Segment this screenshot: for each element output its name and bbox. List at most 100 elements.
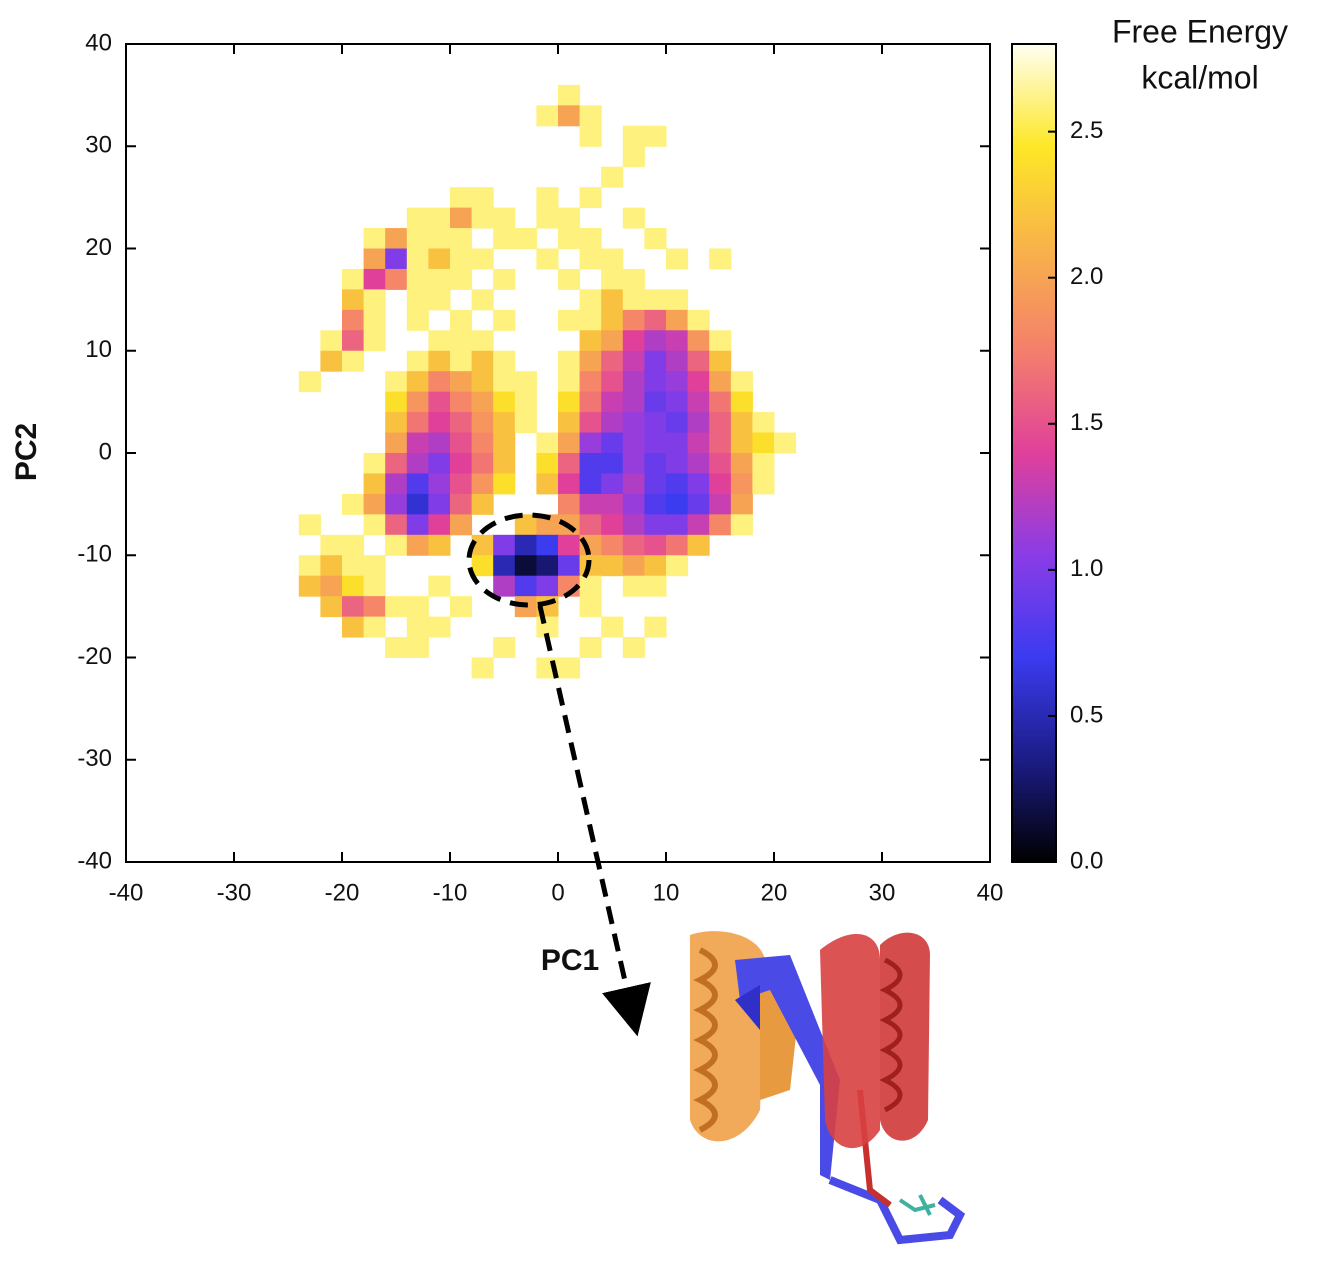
heatmap-cell [579, 309, 602, 331]
heatmap-cell [342, 330, 365, 352]
heatmap-cell [428, 473, 451, 495]
heatmap-cell [644, 432, 667, 454]
heatmap-cell [709, 514, 732, 536]
heatmap-cell [342, 350, 365, 372]
heatmap-cell [622, 146, 645, 168]
heatmap-cell [385, 371, 408, 393]
heatmap-cell [558, 228, 581, 249]
heatmap-cell [320, 575, 343, 597]
heatmap-cell [363, 453, 386, 474]
heatmap-cell [450, 228, 473, 249]
heatmap-cell [666, 289, 689, 311]
heatmap-cell [493, 432, 516, 454]
x-tick-label: 10 [653, 879, 680, 906]
heatmap-cell [363, 268, 386, 290]
heatmap-cell [579, 575, 602, 597]
heatmap-cell [363, 493, 386, 515]
x-axis-label: PC1 [541, 944, 599, 977]
heatmap-cell [493, 412, 516, 434]
heatmap-cell [514, 575, 537, 597]
heatmap-cell [622, 453, 645, 474]
heatmap-cell [342, 575, 365, 597]
heatmap-cell [730, 412, 753, 434]
x-tick-label: 30 [869, 879, 896, 906]
heatmap-cell [644, 493, 667, 515]
heatmap-cell [406, 289, 429, 311]
heatmap-cell [752, 453, 775, 474]
heatmap-cell [558, 453, 581, 474]
heatmap-cell [428, 228, 451, 249]
heatmap-cell [730, 391, 753, 413]
heatmap-cell [644, 534, 667, 556]
heatmap-cell [601, 330, 624, 352]
heatmap-cell [687, 391, 710, 413]
heatmap-cell [428, 268, 451, 290]
heatmap-cell [536, 514, 559, 536]
heatmap-cell [644, 125, 667, 147]
heatmap-cell [601, 432, 624, 454]
heatmap-cell [579, 473, 602, 495]
heatmap-cell [579, 637, 602, 658]
heatmap-cell [558, 105, 581, 127]
heatmap-cell [363, 555, 386, 577]
heatmap-cell [493, 228, 516, 249]
heatmap-cell [558, 268, 581, 290]
heatmap-cell [514, 534, 537, 556]
axes: -40 -30 -20 -10 0 10 20 30 40 -40 -30 -20 -10 0 10 20 30… [77, 29, 1103, 906]
heatmap-cell [622, 514, 645, 536]
heatmap-cell [406, 637, 429, 658]
heatmap-cell [579, 493, 602, 515]
heatmap-cell [320, 350, 343, 372]
heatmap-cell [514, 228, 537, 249]
heatmap-cell [579, 391, 602, 413]
heatmap-cell [320, 330, 343, 352]
heatmap-cell [579, 412, 602, 434]
heatmap-cell [666, 534, 689, 556]
heatmap-cell [406, 207, 429, 229]
heatmap-cell [493, 391, 516, 413]
heatmap-cell [666, 453, 689, 474]
heatmap-cell [428, 248, 451, 270]
heatmap-cell [601, 453, 624, 474]
heatmap-cell [450, 453, 473, 474]
heatmap-cell [666, 432, 689, 454]
heatmap-cell [363, 228, 386, 249]
heatmap-cell [298, 575, 321, 597]
heatmap-cell [450, 187, 473, 209]
heatmap-cell [493, 207, 516, 229]
heatmap-cell [622, 350, 645, 372]
heatmap-cell [644, 616, 667, 638]
heatmap-cell [450, 493, 473, 515]
y-tick-label: 40 [85, 29, 112, 56]
heatmap-cell [666, 473, 689, 495]
heatmap-cell [709, 493, 732, 515]
heatmap-cell [558, 207, 581, 229]
heatmap-cell [601, 350, 624, 372]
heatmap-cell [514, 555, 537, 577]
heatmap-cell [428, 330, 451, 352]
heatmap-cell [342, 493, 365, 515]
heatmap-cell [471, 432, 494, 454]
y-tick-label: 0 [99, 438, 112, 465]
heatmap-cell [666, 412, 689, 434]
heatmap-cell [752, 412, 775, 434]
heatmap-cell [622, 330, 645, 352]
heatmap-cell [342, 309, 365, 331]
heatmap [298, 84, 797, 679]
heatmap-cell [644, 228, 667, 249]
heatmap-cell [406, 616, 429, 638]
heatmap-cell [406, 309, 429, 331]
heatmap-cell [493, 453, 516, 474]
heatmap-cell [709, 412, 732, 434]
heatmap-cell [428, 350, 451, 372]
heatmap-cell [450, 596, 473, 618]
heatmap-cell [428, 289, 451, 311]
colorbar-tick-label: 0.0 [1070, 847, 1103, 874]
heatmap-cell [428, 371, 451, 393]
heatmap-cell [493, 575, 516, 597]
heatmap-cell [406, 268, 429, 290]
heatmap-cell [666, 330, 689, 352]
heatmap-cell [730, 473, 753, 495]
heatmap-cell [709, 350, 732, 372]
